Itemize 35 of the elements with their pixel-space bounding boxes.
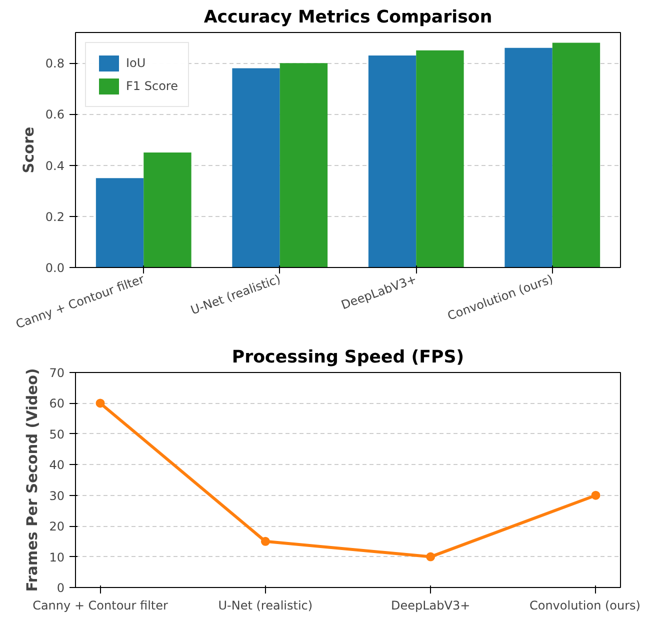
- y-axis-title: Score: [20, 126, 38, 174]
- x-tick-label: Convolution (ours): [529, 598, 641, 612]
- y-tick-label: 0.2: [45, 210, 65, 224]
- point: [591, 490, 600, 500]
- x-tick-label: DeepLabV3+: [390, 598, 470, 612]
- y-tick-label: 60: [49, 396, 65, 411]
- legend-label: F1 Score: [126, 79, 178, 93]
- bar: [232, 68, 280, 268]
- bar: [144, 152, 192, 268]
- bar: [552, 42, 600, 268]
- bar: [96, 178, 144, 268]
- y-tick-label: 20: [49, 520, 65, 534]
- y-tick-label: 10: [49, 550, 65, 564]
- point: [260, 536, 270, 546]
- y-tick-label: 0.0: [45, 261, 65, 275]
- legend-label: IoU: [126, 56, 146, 70]
- bar: [280, 63, 328, 268]
- x-tick-label: U-Net (realistic): [218, 598, 313, 612]
- y-tick-label: 40: [49, 458, 65, 472]
- chart-title: Processing Speed (FPS): [232, 348, 464, 368]
- x-tick-label: Canny + Contour filter: [32, 598, 168, 612]
- y-axis-title: Frames Per Second (Video): [24, 368, 42, 592]
- point: [96, 398, 105, 408]
- y-tick-label: 0: [56, 581, 65, 595]
- y-tick-label: 0.6: [45, 108, 65, 122]
- y-tick-label: 0.8: [45, 56, 65, 71]
- bar: [504, 48, 552, 268]
- point: [426, 552, 436, 562]
- y-tick-label: 0.4: [45, 158, 65, 173]
- bar: [416, 50, 464, 268]
- bar: [368, 55, 416, 268]
- y-tick-label: 70: [49, 366, 65, 380]
- y-tick-label: 50: [49, 427, 65, 442]
- y-tick-label: 30: [49, 488, 65, 503]
- chart-title: Accuracy Metrics Comparison: [204, 8, 492, 28]
